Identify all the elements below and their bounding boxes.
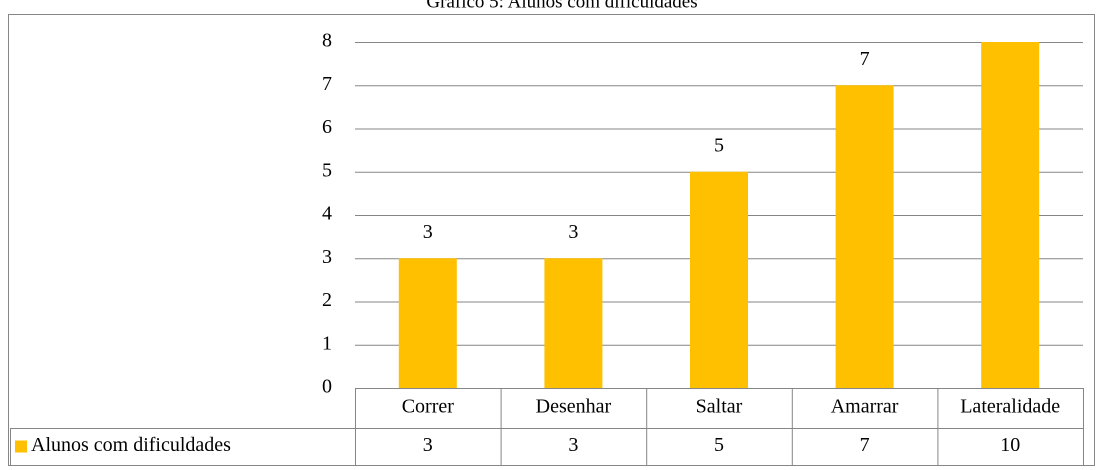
x-tick-label: Desenhar bbox=[536, 396, 612, 418]
y-tick-label: 1 bbox=[322, 332, 332, 354]
table-value: 7 bbox=[860, 434, 870, 456]
table-value: 3 bbox=[568, 434, 578, 456]
y-tick-label: 5 bbox=[322, 159, 332, 181]
bar bbox=[981, 42, 1040, 388]
bar bbox=[398, 258, 457, 388]
data-label: 7 bbox=[860, 48, 870, 70]
y-tick-label: 4 bbox=[322, 203, 332, 225]
y-tick-label: 8 bbox=[322, 30, 332, 52]
y-tick-label: 6 bbox=[322, 116, 332, 138]
x-tick-label: Correr bbox=[402, 396, 455, 418]
y-tick-label: 3 bbox=[322, 246, 332, 268]
legend-label: Alunos com dificuldades bbox=[31, 434, 231, 456]
data-label: 5 bbox=[714, 134, 724, 156]
bar bbox=[835, 85, 894, 388]
data-label: 3 bbox=[423, 221, 433, 243]
table-value: 3 bbox=[423, 434, 433, 456]
y-tick-label: 2 bbox=[322, 289, 332, 311]
x-tick-label: Lateralidade bbox=[960, 396, 1060, 418]
legend-swatch bbox=[15, 440, 27, 453]
chart-title: Gráfico 5: Alunos com dificuldades bbox=[426, 0, 697, 12]
x-tick-label: Saltar bbox=[696, 396, 743, 418]
bar bbox=[690, 171, 748, 388]
table-value: 5 bbox=[714, 434, 724, 456]
table-value: 10 bbox=[1000, 434, 1020, 456]
y-tick-label: 0 bbox=[322, 376, 332, 398]
data-label: 3 bbox=[568, 221, 578, 243]
x-tick-label: Amarrar bbox=[831, 396, 899, 418]
bar bbox=[544, 258, 603, 388]
y-tick-label: 7 bbox=[322, 73, 332, 95]
